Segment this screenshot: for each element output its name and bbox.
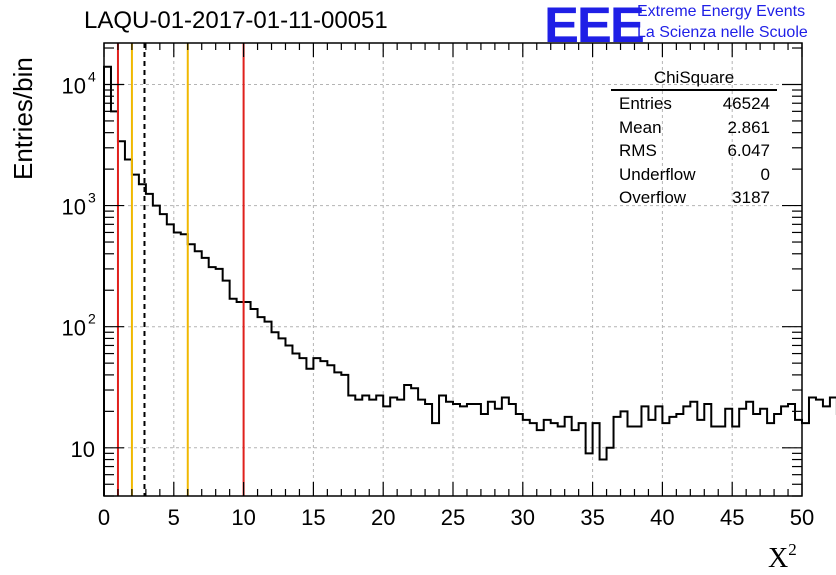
y-tick-exponent: 2 (88, 311, 96, 327)
logo-line-1: Extreme Energy Events (637, 3, 806, 20)
stats-row-rms: RMS 6.047 (611, 139, 777, 163)
x-tick-label: 20 (371, 505, 395, 530)
x-axis-label-base: X (768, 543, 789, 574)
y-tick-exponent: 4 (88, 68, 96, 84)
chart-title: LAQU-01-2017-01-11-00051 (84, 7, 388, 34)
stats-row-entries: Entries 46524 (611, 92, 777, 116)
stats-value: 6.047 (727, 141, 770, 160)
x-tick-label: 30 (511, 505, 535, 530)
stats-label: Mean (619, 117, 662, 137)
x-tick-label: 15 (301, 505, 325, 530)
x-tick-label: 50 (790, 505, 814, 530)
stats-label: Overflow (619, 188, 687, 207)
y-tick-exponent: 3 (88, 190, 96, 206)
stats-label: Underflow (619, 164, 696, 184)
stats-value: 2.861 (727, 117, 770, 137)
y-tick-label: 10 (62, 195, 86, 220)
x-tick-label: 40 (650, 505, 674, 530)
stats-row-underflow: Underflow 0 (611, 163, 777, 187)
x-tick-label: 0 (98, 505, 110, 530)
stats-label: RMS (619, 141, 657, 160)
stats-row-overflow: Overflow 3187 (611, 186, 777, 210)
stats-rows: Entries 46524 Mean 2.861 RMS 6.047 Underflow 0 O… (611, 92, 777, 210)
stats-row-mean: Mean 2.861 (611, 116, 777, 140)
y-tick-label: 10 (71, 437, 95, 462)
x-tick-label: 10 (231, 505, 255, 530)
x-tick-label: 25 (441, 505, 465, 530)
stats-box: ChiSquare Entries 46524 Mean 2.861 RMS 6.047 U… (611, 68, 777, 210)
histogram-series (103, 65, 836, 496)
histogram-layer (103, 65, 836, 496)
y-tick-label: 10 (62, 316, 86, 341)
x-tick-label: 45 (720, 505, 744, 530)
stats-label: Entries (619, 94, 672, 113)
y-tick-label: 10 (62, 73, 86, 98)
stats-value: 3187 (732, 188, 770, 207)
x-tick-label: 35 (580, 505, 604, 530)
vertical-lines-layer (116, 43, 245, 496)
stats-value: 46524 (722, 94, 770, 113)
grid-layer (104, 43, 802, 496)
x-axis-label-exp: 2 (788, 540, 797, 559)
x-axis-label: X2 (768, 540, 797, 575)
stats-title: ChiSquare (611, 68, 777, 91)
stats-value: 0 (760, 164, 770, 184)
eee-logo: EEE (544, 0, 645, 53)
logo-line-2: La Scienza nelle Scuole (637, 24, 808, 41)
x-tick-label: 5 (168, 505, 180, 530)
